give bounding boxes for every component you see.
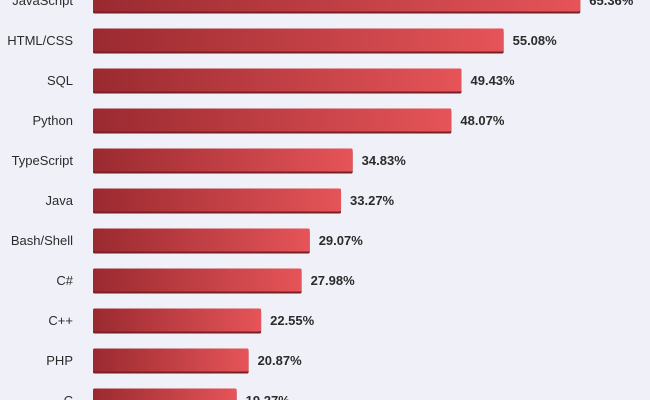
bars-layer: JavaScript 65.36% HTML/CSS 55.08% SQL 49.43% P… — [7, 0, 634, 400]
category-label: PHP — [46, 353, 73, 368]
bar — [93, 348, 249, 372]
bar-row-php: PHP 20.87% — [46, 348, 303, 374]
bar-row-python: Python 48.07% — [33, 108, 505, 134]
value-label: 27.98% — [311, 273, 356, 288]
bar — [93, 308, 262, 332]
value-label: 19.27% — [246, 393, 291, 400]
category-label: Java — [46, 193, 74, 208]
value-label: 65.36% — [589, 0, 634, 8]
bar-row-c: C 19.27% — [64, 388, 291, 400]
value-label: 48.07% — [460, 113, 505, 128]
value-label: 49.43% — [471, 73, 516, 88]
bar — [93, 388, 237, 400]
bar-row-javascript: JavaScript 65.36% — [12, 0, 634, 14]
bar — [93, 228, 310, 252]
category-label: SQL — [47, 73, 73, 88]
value-label: 55.08% — [513, 33, 558, 48]
bar-row-java: Java 33.27% — [46, 188, 395, 214]
bar — [93, 28, 504, 52]
bar-row-c: C# 27.98% — [56, 268, 356, 294]
value-label: 22.55% — [270, 313, 315, 328]
category-label: C# — [56, 273, 73, 288]
category-label: Python — [33, 113, 73, 128]
bar — [93, 188, 342, 212]
category-label: C++ — [48, 313, 73, 328]
value-label: 34.83% — [362, 153, 407, 168]
bar — [93, 108, 452, 132]
category-label: JavaScript — [12, 0, 73, 8]
category-label: Bash/Shell — [11, 233, 73, 248]
bar-row-c: C++ 22.55% — [48, 308, 315, 334]
value-label: 33.27% — [350, 193, 395, 208]
bar — [93, 148, 353, 172]
value-label: 20.87% — [258, 353, 303, 368]
bar-row-sql: SQL 49.43% — [47, 68, 516, 94]
bar — [93, 68, 462, 92]
value-label: 29.07% — [319, 233, 364, 248]
bar-row-bash-shell: Bash/Shell 29.07% — [11, 228, 364, 254]
bar — [93, 268, 302, 292]
category-label: C — [64, 393, 73, 400]
category-label: TypeScript — [12, 153, 74, 168]
bar-row-html-css: HTML/CSS 55.08% — [7, 28, 558, 54]
category-label: HTML/CSS — [7, 33, 73, 48]
bar — [93, 0, 581, 12]
bar-row-typescript: TypeScript 34.83% — [12, 148, 407, 174]
